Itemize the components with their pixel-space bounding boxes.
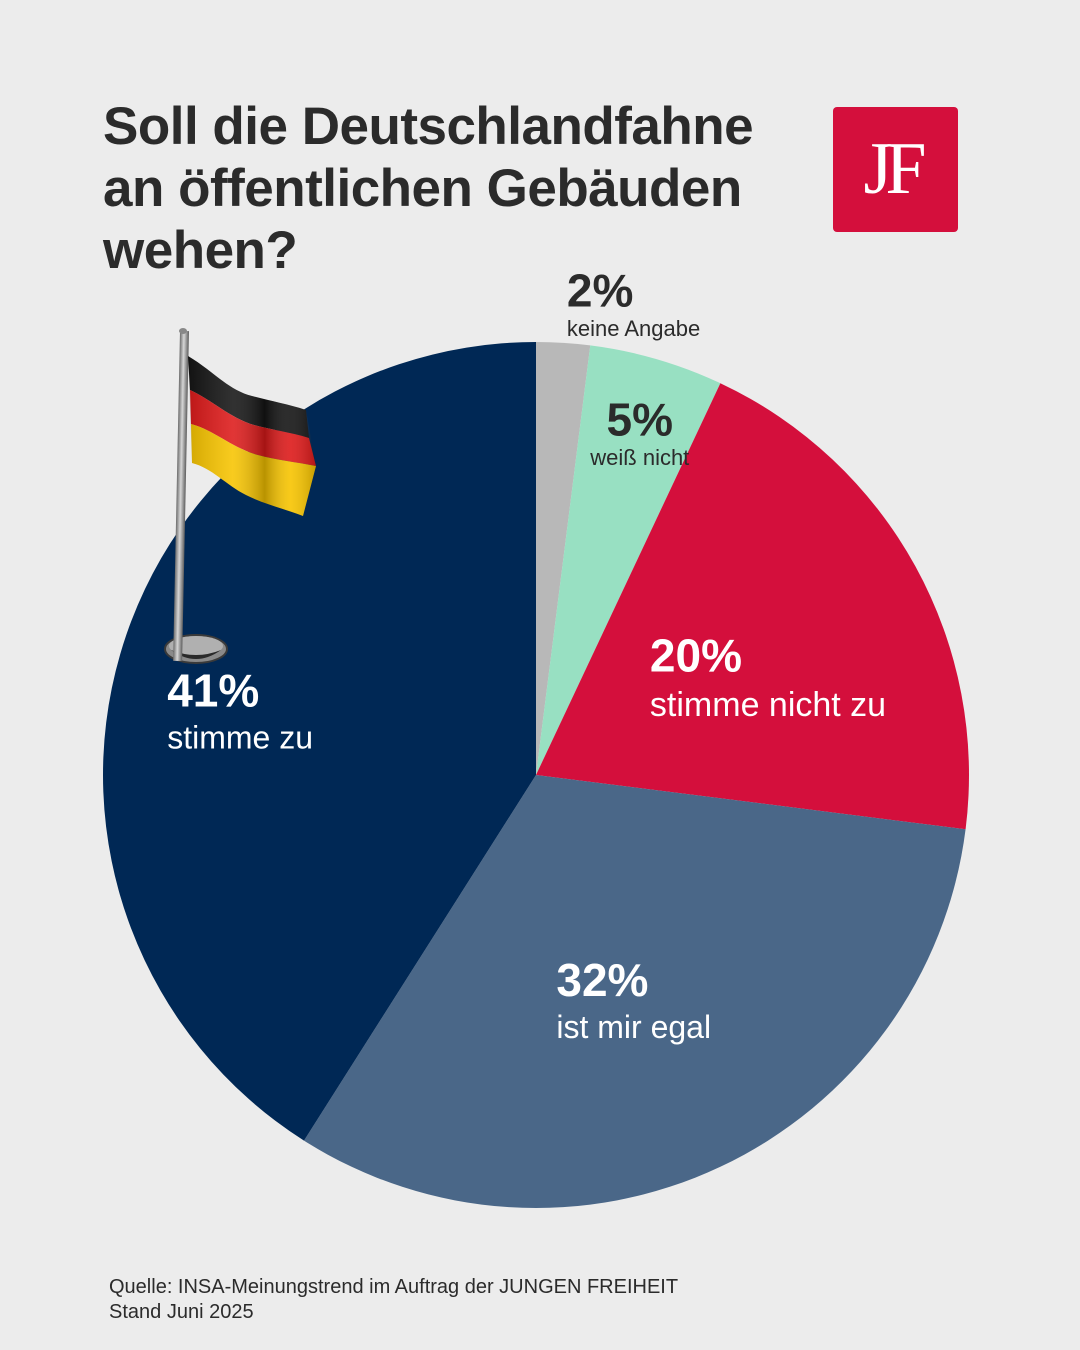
flagpole-finial [179, 328, 187, 334]
pie-slice-weiß-nicht [536, 345, 721, 775]
pie-pct-label: 2% [567, 264, 633, 316]
german-flag-on-pole-icon [164, 328, 316, 664]
jf-logo: JF [833, 107, 958, 232]
title-line-2: an öffentlichen Gebäuden [103, 159, 742, 218]
chart-title: Soll die Deutschlandfahne an öffentliche… [103, 96, 803, 282]
pie-category-label: weiß nicht [589, 445, 689, 470]
pie-slice-stimme-nicht-zu [536, 383, 969, 830]
pie-category-label: keine Angabe [567, 316, 700, 341]
source-note: Quelle: INSA-Meinungstrend im Auftrag de… [109, 1275, 678, 1325]
pie-pct-label: 5% [607, 394, 673, 446]
logo-text: JF [863, 128, 927, 210]
flagpole-base-hole [171, 650, 221, 659]
pie-category-label: stimme nicht zu [650, 686, 886, 724]
pie-category-label: ist mir egal [556, 1009, 711, 1045]
pie-pct-label: 32% [556, 954, 648, 1006]
pie-slices [103, 342, 969, 1208]
source-line: Quelle: INSA-Meinungstrend im Auftrag de… [109, 1276, 679, 1298]
pie-pct-label: 41% [167, 664, 259, 716]
pie-slice-stimme-zu [103, 342, 536, 1141]
title-line-3: wehen? [103, 221, 298, 280]
title-line-1: Soll die Deutschlandfahne [103, 97, 754, 156]
pie-labels: 2%keine Angabe 5%weiß nicht 20% stimme nich… [167, 264, 886, 1044]
pie-slice-ist-mir-egal [303, 775, 966, 1208]
flagpole [173, 330, 189, 662]
pie-slice-keine-angabe [536, 342, 591, 775]
pie-category-label: stimme zu [167, 719, 313, 755]
pie-pct-label: 20% [650, 629, 742, 681]
date-line: Stand Juni 2025 [109, 1301, 254, 1323]
flag-shading [188, 356, 316, 516]
